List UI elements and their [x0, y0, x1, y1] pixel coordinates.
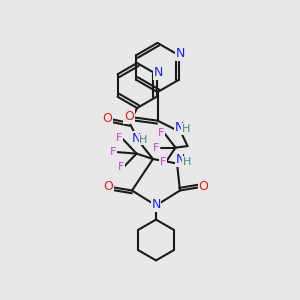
Text: F: F — [158, 128, 165, 138]
Text: F: F — [110, 147, 116, 157]
Text: F: F — [116, 133, 123, 143]
Text: N: N — [175, 153, 185, 167]
Text: N: N — [151, 198, 161, 212]
Text: N: N — [153, 66, 163, 79]
Text: N: N — [176, 47, 185, 60]
Text: F: F — [153, 142, 159, 153]
Text: H: H — [182, 157, 191, 167]
Text: N: N — [131, 131, 141, 145]
Text: O: O — [199, 180, 208, 193]
Text: F: F — [118, 162, 124, 172]
Text: N: N — [174, 121, 184, 134]
Text: F: F — [160, 157, 166, 167]
Text: O: O — [102, 112, 112, 125]
Text: O: O — [124, 110, 134, 124]
Text: O: O — [104, 180, 113, 193]
Text: H: H — [139, 135, 148, 145]
Text: H: H — [182, 124, 190, 134]
